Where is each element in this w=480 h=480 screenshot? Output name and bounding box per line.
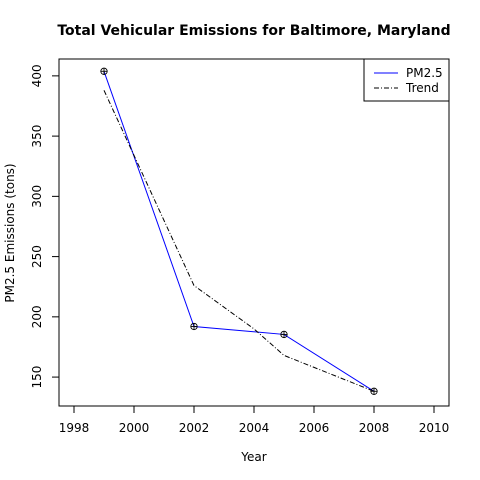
y-tick-label: 400: [30, 64, 44, 87]
y-tick-label: 150: [30, 366, 44, 389]
series-layer: [100, 67, 378, 395]
data-point: [280, 330, 288, 339]
x-tick-label: 2004: [239, 421, 270, 435]
series-line-trend: [103, 90, 375, 392]
y-axis: 150 200 250 300 350 400: [30, 64, 59, 389]
chart-title: Total Vehicular Emissions for Baltimore,…: [57, 23, 450, 39]
x-tick-label: 2000: [119, 421, 150, 435]
series-line-pm2-5: [103, 71, 375, 392]
x-tick-label: 1998: [59, 421, 90, 435]
y-tick-label: 250: [30, 245, 44, 268]
data-point: [190, 322, 198, 331]
x-tick-label: 2008: [359, 421, 390, 435]
x-axis: 1998 2000 2002 2004 2006 2008 2010: [59, 406, 450, 435]
legend-box: [363, 58, 450, 102]
y-tick-label: 300: [30, 185, 44, 208]
y-axis-label: PM2.5 Emissions (tons): [3, 163, 17, 302]
legend-label-pm2-5: PM2.5: [406, 66, 443, 80]
x-tick-label: 2010: [419, 421, 450, 435]
x-tick-label: 2006: [299, 421, 330, 435]
legend-label-trend: Trend: [405, 81, 439, 95]
x-tick-label: 2002: [179, 421, 210, 435]
data-point: [100, 67, 108, 75]
x-axis-label: Year: [240, 450, 266, 464]
y-tick-label: 200: [30, 305, 44, 328]
y-tick-label: 350: [30, 125, 44, 148]
data-point: [370, 387, 378, 395]
